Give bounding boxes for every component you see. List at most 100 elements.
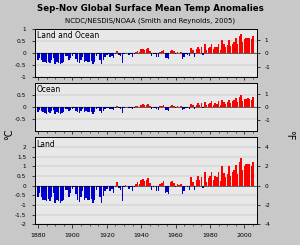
Bar [116,51,118,53]
Bar [61,107,63,113]
Bar [190,48,192,53]
Bar [98,107,99,108]
Bar [54,185,56,203]
Bar [70,107,71,110]
Bar [53,185,54,193]
Bar [228,99,230,107]
Bar [166,185,168,192]
Bar [70,53,71,58]
Bar [168,185,170,194]
Bar [115,53,116,54]
Bar [58,107,59,113]
Bar [149,106,151,107]
Bar [173,51,175,53]
Bar [106,185,107,189]
Bar [49,185,51,201]
Bar [99,53,101,61]
Bar [208,178,209,185]
Bar [233,100,235,107]
Bar [82,107,83,109]
Bar [158,107,159,110]
Bar [235,38,237,53]
Bar [211,44,212,53]
Bar [163,50,164,53]
Bar [139,52,140,53]
Bar [180,184,182,185]
Bar [185,185,187,186]
Text: °C: °C [4,129,14,140]
Bar [128,53,130,55]
Bar [252,161,254,185]
Bar [225,47,226,53]
Bar [226,174,228,185]
Bar [113,53,114,58]
Bar [128,107,130,108]
Bar [111,185,113,189]
Bar [180,52,182,53]
Bar [63,185,64,200]
Bar [103,53,104,60]
Bar [238,97,240,107]
Text: °F: °F [284,130,295,140]
Bar [140,105,142,107]
Bar [47,53,49,62]
Bar [96,53,97,56]
Bar [242,101,244,107]
Bar [113,185,114,193]
Bar [65,185,66,190]
Bar [201,47,202,53]
Bar [245,98,247,107]
Bar [111,53,113,56]
Bar [156,185,158,191]
Bar [214,103,216,107]
Bar [51,53,52,60]
Bar [245,164,247,185]
Bar [202,107,204,108]
Bar [189,53,190,56]
Bar [166,107,168,110]
Bar [166,53,168,58]
Bar [60,53,61,64]
Bar [158,53,159,57]
Bar [184,53,185,57]
Bar [46,185,47,201]
Bar [232,172,233,185]
Bar [54,107,56,114]
Bar [116,106,118,107]
Bar [120,53,121,56]
Bar [221,99,223,107]
Bar [177,184,178,185]
Bar [187,53,188,55]
Bar [120,185,121,190]
Bar [230,46,231,53]
Bar [84,53,85,62]
Bar [237,174,238,185]
Bar [108,185,109,186]
Bar [39,53,40,58]
Bar [213,49,214,53]
Bar [106,53,107,55]
Bar [91,185,92,199]
Bar [75,53,76,59]
Bar [68,107,70,111]
Bar [56,53,58,62]
Bar [189,107,190,109]
Bar [101,53,102,64]
Bar [216,47,218,53]
Bar [87,185,88,200]
Bar [147,48,149,53]
Bar [56,107,58,112]
Bar [165,107,166,110]
Bar [245,38,247,53]
Bar [42,185,44,200]
Bar [171,181,173,185]
Bar [218,172,219,185]
Bar [46,53,47,63]
Bar [235,165,237,185]
Text: Sep-Nov Global Surface Mean Temp Anomalies: Sep-Nov Global Surface Mean Temp Anomali… [37,4,263,13]
Bar [58,53,59,63]
Bar [235,98,237,107]
Bar [140,49,142,53]
Bar [197,103,199,107]
Bar [84,107,85,112]
